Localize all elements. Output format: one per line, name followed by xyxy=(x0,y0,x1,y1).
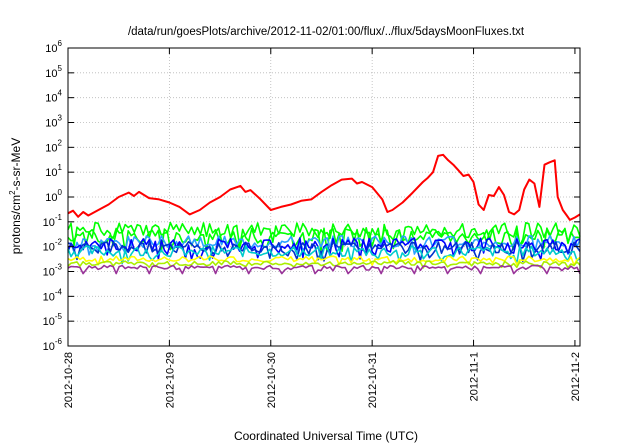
y-axis-title: protons/cm2-s-sr-MeV xyxy=(8,138,23,254)
y-tick-label: 101 xyxy=(45,163,62,179)
series-line xyxy=(67,260,581,269)
y-tick-label: 103 xyxy=(45,114,62,130)
x-tick-label: 2012-11-2 xyxy=(570,352,582,401)
series-line xyxy=(67,237,581,260)
y-tick-label: 106 xyxy=(45,39,62,55)
y-tick-label: 105 xyxy=(45,64,62,80)
x-axis-title: Coordinated Universal Time (UTC) xyxy=(234,429,418,443)
y-tick-label: 10-4 xyxy=(43,287,63,303)
x-tick-label: 2012-10-30 xyxy=(266,352,278,408)
y-tick-label: 10-6 xyxy=(43,337,63,353)
y-tick-label: 10-1 xyxy=(43,213,63,229)
x-tick-label: 2012-10-28 xyxy=(63,352,75,408)
y-tick-label: 10-3 xyxy=(43,263,63,279)
y-tick-label: 104 xyxy=(45,89,62,105)
y-tick-label: 10-5 xyxy=(43,312,63,328)
series-line xyxy=(67,153,581,221)
series-layer xyxy=(67,153,581,275)
x-tick-label: 2012-10-29 xyxy=(164,352,176,408)
series-line xyxy=(67,234,581,256)
series-line xyxy=(67,245,581,265)
x-tick-label: 2012-10-31 xyxy=(367,352,379,408)
y-tick-label: 10-2 xyxy=(43,238,63,254)
series-line xyxy=(67,264,581,275)
grid-layer xyxy=(68,48,580,346)
y-tick-label: 100 xyxy=(45,188,62,204)
y-tick-label: 102 xyxy=(45,138,62,154)
chart-title: /data/run/goesPlots/archive/2012-11-02/0… xyxy=(128,26,525,38)
svg-text:protons/cm2-s-sr-MeV: protons/cm2-s-sr-MeV xyxy=(8,138,23,254)
tick-layer: 10-6 10-5 10-4 10-3 10-2 10-1 100 101 102 103 104 1… xyxy=(43,39,582,408)
series-line xyxy=(67,255,581,266)
x-tick-label: 2012-11-1 xyxy=(469,352,481,401)
series-line xyxy=(67,227,581,254)
